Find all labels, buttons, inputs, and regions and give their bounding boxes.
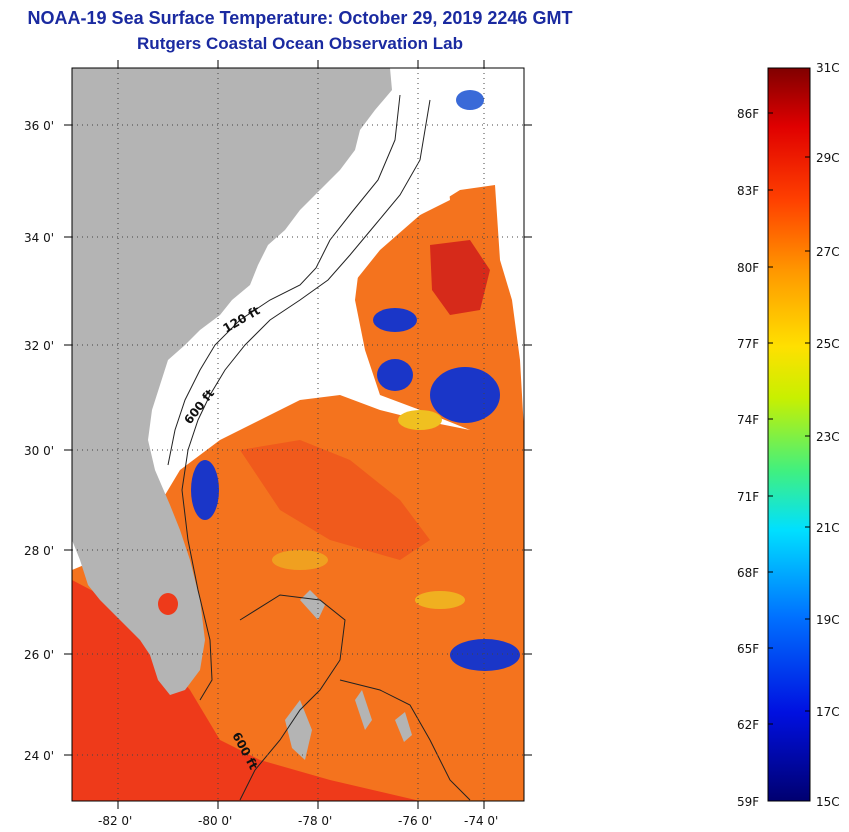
isobath-600ft — [181, 99, 431, 701]
colorbar-celsius-label: 19C — [816, 613, 840, 627]
sst-mixed-patch — [272, 550, 328, 570]
lat-label: 24 0' — [24, 749, 54, 763]
sst-cool-patch — [373, 308, 417, 332]
sst-mixed-patch — [415, 591, 465, 609]
isobath-bahamas — [339, 679, 471, 801]
colorbar-fahrenheit-label: 77F — [737, 337, 760, 351]
bahamas-island — [395, 712, 412, 742]
colorbar-fahrenheit-label: 62F — [737, 718, 760, 732]
map-frame — [71, 67, 525, 802]
sst-cool-patch — [456, 90, 484, 110]
sst-hot-region-2 — [240, 440, 430, 560]
colorbar-celsius-label: 15C — [816, 795, 840, 809]
bahamas-island — [300, 590, 325, 620]
cloud-mask — [160, 80, 450, 470]
axis-ticks — [64, 60, 532, 809]
colorbar-celsius-label: 23C — [816, 430, 840, 444]
sst-cool-patch — [377, 359, 413, 391]
sst-gulf-stream-eddy — [430, 240, 490, 315]
colorbar-fahrenheit-label: 65F — [737, 642, 760, 656]
colorbar-fahrenheit-label: 68F — [737, 566, 760, 580]
isobath-120ft — [167, 94, 401, 466]
colorbar-celsius-label: 29C — [816, 151, 840, 165]
bahamas-island — [355, 690, 372, 730]
sst-cool-patch — [191, 460, 219, 520]
colorbar-ticks — [768, 112, 810, 725]
colorbar-fahrenheit-label: 80F — [737, 261, 760, 275]
map-subtitle: Rutgers Coastal Ocean Observation Lab — [137, 34, 463, 53]
colorbar-celsius-label: 21C — [816, 521, 840, 535]
lake-okeechobee — [158, 593, 178, 615]
colorbar-fahrenheit-label: 59F — [737, 795, 760, 809]
colorbar-celsius-label: 27C — [816, 245, 840, 259]
colorbar-fahrenheit-label: 74F — [737, 413, 760, 427]
lon-label: -78 0' — [298, 814, 332, 828]
map-title: NOAA-19 Sea Surface Temperature: October… — [27, 8, 573, 28]
sst-mixed-patch — [398, 410, 442, 430]
lat-label: 34 0' — [24, 231, 54, 245]
bahamas-island — [285, 700, 312, 760]
lat-label: 28 0' — [24, 544, 54, 558]
lat-label: 26 0' — [24, 648, 54, 662]
lon-label: -80 0' — [198, 814, 232, 828]
lon-label: -76 0' — [398, 814, 432, 828]
colorbar-fahrenheit-label: 71F — [737, 490, 760, 504]
us-land — [72, 68, 392, 695]
graticule — [72, 68, 524, 801]
colorbar-celsius-label: 25C — [816, 337, 840, 351]
lat-label: 30 0' — [24, 444, 54, 458]
sst-cool-patch — [450, 639, 520, 671]
colorbar-celsius-label: 31C — [816, 61, 840, 75]
colorbar-fahrenheit-label: 83F — [737, 184, 760, 198]
lon-label: -74 0' — [464, 814, 498, 828]
lat-label: 32 0' — [24, 339, 54, 353]
colorbar-fahrenheit-label: 86F — [737, 107, 760, 121]
colorbar — [767, 67, 811, 802]
lon-label: -82 0' — [98, 814, 132, 828]
colorbar-celsius-label: 17C — [816, 705, 840, 719]
sst-hot-region — [72, 580, 420, 801]
sst-cool-patch — [430, 367, 500, 423]
lat-label: 36 0' — [24, 119, 54, 133]
